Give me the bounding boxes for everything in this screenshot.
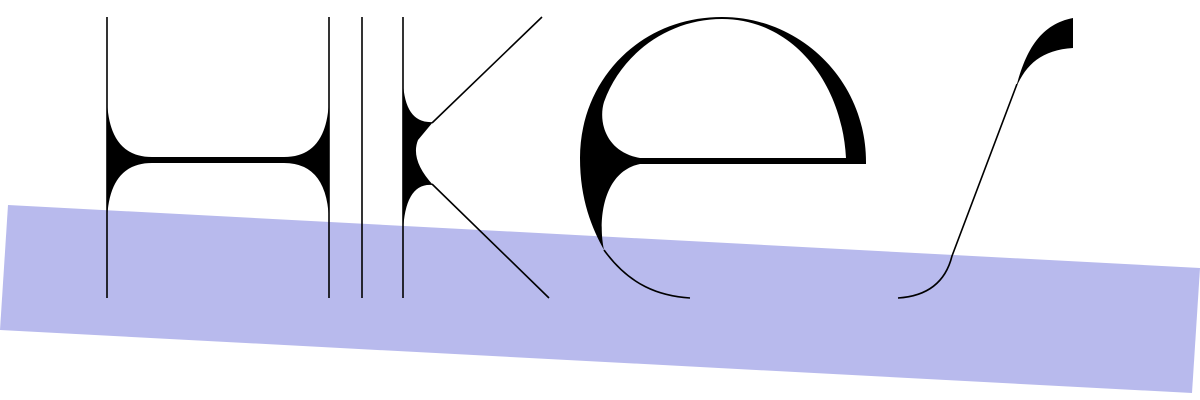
letter-k: [402, 16, 550, 299]
letter-s: [897, 18, 1073, 299]
letter-e: [580, 17, 866, 299]
highlight-band: [0, 205, 1200, 393]
logo-text: Hikes: [61, 0, 1119, 378]
letter-h: [106, 17, 330, 298]
